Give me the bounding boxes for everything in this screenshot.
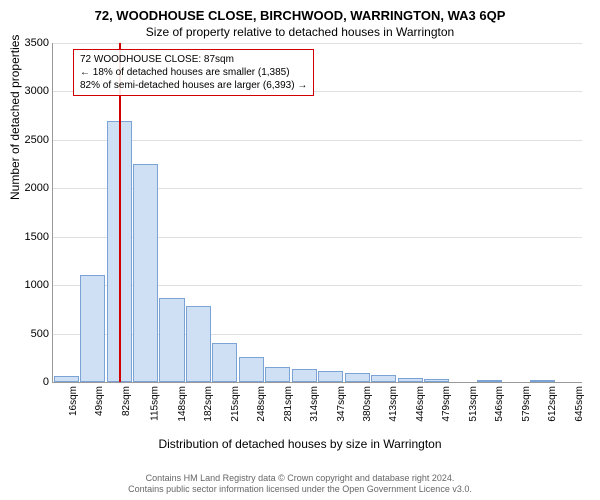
- annotation-box: 72 WOODHOUSE CLOSE: 87sqm ← 18% of detac…: [73, 49, 314, 96]
- chart-area: 72 WOODHOUSE CLOSE: 87sqm ← 18% of detac…: [52, 43, 582, 383]
- histogram-bar: [212, 343, 237, 382]
- y-axis-label: Number of detached properties: [8, 35, 22, 200]
- xtick-label: 314sqm: [309, 386, 320, 422]
- histogram-bar: [133, 164, 158, 382]
- x-axis-label: Distribution of detached houses by size …: [0, 437, 600, 451]
- histogram-bar: [186, 306, 211, 382]
- gridline: [53, 43, 582, 44]
- histogram-bar: [477, 380, 502, 382]
- ytick-label: 1000: [25, 279, 53, 291]
- histogram-bar: [371, 375, 396, 382]
- ytick-label: 2000: [25, 182, 53, 194]
- chart-container: 72, WOODHOUSE CLOSE, BIRCHWOOD, WARRINGT…: [0, 0, 600, 500]
- page-subtitle: Size of property relative to detached ho…: [0, 23, 600, 43]
- histogram-bar: [239, 357, 264, 382]
- histogram-bar: [292, 369, 317, 382]
- ytick-label: 1500: [25, 231, 53, 243]
- xtick-label: 513sqm: [468, 386, 479, 422]
- histogram-bar: [159, 298, 184, 382]
- ytick-label: 2500: [25, 134, 53, 146]
- annotation-line: 82% of semi-detached houses are larger (…: [80, 79, 307, 92]
- xtick-label: 82sqm: [121, 386, 132, 416]
- xtick-label: 645sqm: [573, 386, 584, 422]
- xtick-label: 182sqm: [203, 386, 214, 422]
- xtick-label: 446sqm: [415, 386, 426, 422]
- ytick-label: 0: [43, 376, 53, 388]
- xtick-label: 347sqm: [335, 386, 346, 422]
- xtick-label: 115sqm: [150, 386, 161, 421]
- histogram-bar: [530, 380, 555, 382]
- xtick-label: 546sqm: [494, 386, 505, 422]
- histogram-bar: [54, 376, 79, 382]
- histogram-bar: [265, 367, 290, 382]
- histogram-bar: [398, 378, 423, 382]
- gridline: [53, 140, 582, 141]
- xtick-label: 248sqm: [256, 386, 267, 422]
- histogram-bar: [318, 371, 343, 382]
- footer-line: Contains public sector information licen…: [0, 484, 600, 496]
- histogram-bar: [80, 275, 105, 382]
- histogram-bar: [424, 379, 449, 382]
- xtick-label: 612sqm: [547, 386, 558, 422]
- annotation-line: ← 18% of detached houses are smaller (1,…: [80, 66, 307, 79]
- footer-line: Contains HM Land Registry data © Crown c…: [0, 473, 600, 485]
- xtick-label: 380sqm: [362, 386, 373, 422]
- histogram-bar: [345, 373, 370, 382]
- xtick-label: 148sqm: [177, 386, 188, 422]
- ytick-label: 3000: [25, 85, 53, 97]
- xtick-label: 281sqm: [282, 386, 293, 422]
- xtick-label: 413sqm: [388, 386, 399, 422]
- xtick-label: 479sqm: [441, 386, 452, 422]
- xtick-label: 215sqm: [229, 386, 240, 422]
- page-title: 72, WOODHOUSE CLOSE, BIRCHWOOD, WARRINGT…: [0, 0, 600, 23]
- xtick-label: 49sqm: [94, 386, 105, 416]
- footer: Contains HM Land Registry data © Crown c…: [0, 473, 600, 496]
- xtick-label: 579sqm: [520, 386, 531, 422]
- annotation-line: 72 WOODHOUSE CLOSE: 87sqm: [80, 53, 307, 66]
- ytick-label: 3500: [25, 37, 53, 49]
- xtick-label: 16sqm: [68, 386, 79, 416]
- plot-area: 72 WOODHOUSE CLOSE: 87sqm ← 18% of detac…: [52, 43, 582, 383]
- ytick-label: 500: [31, 328, 53, 340]
